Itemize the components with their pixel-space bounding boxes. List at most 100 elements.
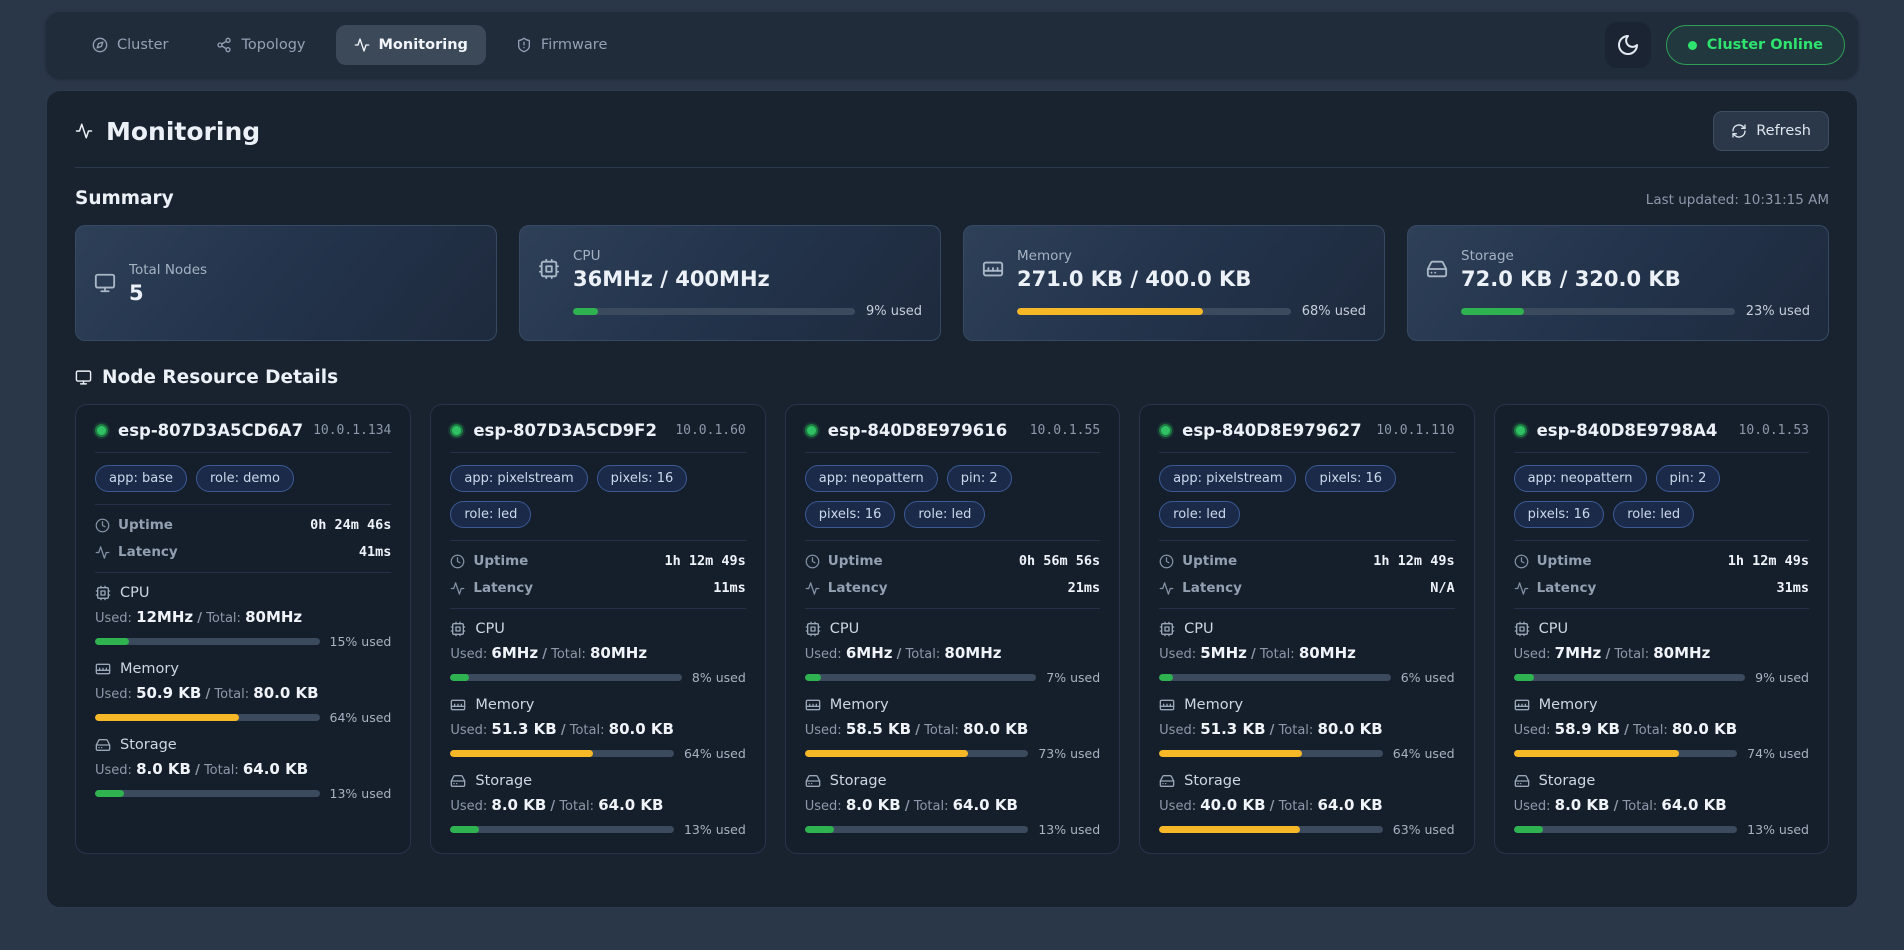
latency-label: Latency — [118, 544, 178, 560]
resource-head: Storage — [805, 773, 1100, 789]
total-value: 64.0 KB — [598, 796, 663, 814]
total-label: Total: — [924, 723, 959, 738]
total-value: 80MHz — [1299, 644, 1356, 662]
activity-icon — [354, 37, 370, 53]
resource-head: Memory — [1514, 697, 1809, 713]
resource-head: Memory — [805, 697, 1100, 713]
summary-card-cpu: CPU36MHz / 400MHz9% used — [519, 225, 941, 341]
summary-card-text: CPU36MHz / 400MHz — [573, 248, 770, 291]
resource-label: Storage — [1539, 773, 1596, 789]
separator: / — [1605, 647, 1610, 662]
total-label: Total: — [570, 723, 605, 738]
nav-right: Cluster Online — [1605, 22, 1845, 68]
used-label: Used: — [1159, 723, 1196, 738]
resource-memory: MemoryUsed: 51.3 KB / Total: 80.0 KB64% … — [450, 697, 745, 761]
clock-icon — [1514, 554, 1529, 569]
resource-values: Used: 51.3 KB / Total: 80.0 KB — [450, 720, 745, 738]
progress-fill — [1514, 750, 1679, 757]
used-label: Used: — [450, 723, 487, 738]
node-card-header: esp-807D3A5CD9F210.0.1.60 — [450, 421, 745, 440]
resource-progress-row: 7% used — [805, 670, 1100, 685]
resource-progress-row: 63% used — [1159, 822, 1454, 837]
separator: / — [1251, 647, 1256, 662]
node-card: esp-840D8E97962710.0.1.110app: pixelstre… — [1139, 404, 1474, 854]
used-label: Used: — [1159, 647, 1196, 662]
memory-icon — [95, 661, 111, 677]
summary-card-label: Storage — [1461, 248, 1681, 264]
divider — [805, 608, 1100, 609]
node-name: esp-840D8E979616 — [828, 421, 1007, 440]
monitor-icon — [94, 272, 116, 294]
separator: / — [1624, 723, 1629, 738]
node-card: esp-840D8E9798A410.0.1.53app: neopattern… — [1494, 404, 1829, 854]
summary-progress-row: 68% used — [982, 304, 1366, 319]
latency-value: 31ms — [1776, 580, 1809, 596]
summary-card-label: Total Nodes — [129, 262, 207, 278]
total-label: Total: — [551, 647, 586, 662]
tab-monitoring[interactable]: Monitoring — [336, 25, 486, 65]
tab-topology[interactable]: Topology — [198, 25, 323, 65]
summary-card-total-nodes: Total Nodes5 — [75, 225, 497, 341]
divider — [1159, 452, 1454, 453]
resource-cpu: CPUUsed: 12MHz / Total: 80MHz15% used — [95, 585, 391, 649]
online-status-dot — [1159, 424, 1172, 437]
node-tags: app: baserole: demo — [95, 465, 391, 492]
resource-head: Memory — [95, 661, 391, 677]
resource-label: Storage — [1184, 773, 1241, 789]
resource-memory: MemoryUsed: 58.9 KB / Total: 80.0 KB74% … — [1514, 697, 1809, 761]
node-card: esp-840D8E97961610.0.1.55app: neopattern… — [785, 404, 1120, 854]
node-name: esp-807D3A5CD6A7 — [118, 421, 303, 440]
cpu-icon — [538, 258, 560, 280]
progress-fill — [450, 826, 479, 833]
percent-used-label: 64% used — [684, 746, 746, 761]
tab-cluster[interactable]: Cluster — [74, 25, 186, 65]
total-value: 80MHz — [245, 608, 302, 626]
divider — [1514, 608, 1809, 609]
node-tag: app: neopattern — [1514, 465, 1647, 492]
total-value: 80MHz — [1653, 644, 1710, 662]
top-nav: Cluster Topology Monitoring Firmware Cluste… — [46, 12, 1858, 78]
summary-card-grid: Total Nodes5CPU36MHz / 400MHz9% usedMemo… — [75, 225, 1829, 341]
progress-bar — [1159, 826, 1383, 833]
used-value: 50.9 KB — [136, 684, 201, 702]
node-card-grid: esp-807D3A5CD6A710.0.1.134app: baserole:… — [75, 404, 1829, 854]
separator: / — [1270, 723, 1275, 738]
divider — [1159, 540, 1454, 541]
resource-label: Storage — [120, 737, 177, 753]
total-value: 64.0 KB — [953, 796, 1018, 814]
tab-label: Cluster — [117, 37, 168, 53]
cluster-compass-icon — [92, 37, 108, 53]
used-value: 58.9 KB — [1555, 720, 1620, 738]
progress-fill — [450, 674, 469, 681]
latency-value: 11ms — [713, 580, 746, 596]
used-label: Used: — [95, 687, 132, 702]
node-tag: role: led — [1159, 501, 1240, 528]
resource-head: Storage — [1159, 773, 1454, 789]
total-label: Total: — [204, 763, 239, 778]
harddrive-icon — [1426, 258, 1448, 280]
theme-toggle-button[interactable] — [1605, 22, 1651, 68]
resource-values: Used: 50.9 KB / Total: 80.0 KB — [95, 684, 391, 702]
summary-card-memory: Memory271.0 KB / 400.0 KB68% used — [963, 225, 1385, 341]
uptime-value: 0h 24m 46s — [310, 517, 391, 533]
tab-label: Topology — [241, 37, 305, 53]
tab-firmware[interactable]: Firmware — [498, 25, 625, 65]
total-label: Total: — [214, 687, 249, 702]
activity-icon — [1159, 581, 1174, 596]
cpu-icon — [450, 621, 466, 637]
summary-section-head: Summary Last updated: 10:31:15 AM — [75, 188, 1829, 209]
page-title-row: Monitoring — [75, 117, 260, 146]
used-value: 8.0 KB — [491, 796, 546, 814]
resource-head: Storage — [1514, 773, 1809, 789]
node-card-header: esp-840D8E97962710.0.1.110 — [1159, 421, 1454, 440]
used-value: 8.0 KB — [846, 796, 901, 814]
separator: / — [550, 799, 555, 814]
summary-card-top: CPU36MHz / 400MHz — [538, 248, 922, 291]
refresh-button[interactable]: Refresh — [1713, 111, 1829, 151]
latency-row: Latency11ms — [450, 580, 745, 596]
divider — [450, 540, 745, 541]
progress-fill — [1017, 308, 1203, 315]
progress-fill — [1514, 826, 1543, 833]
progress-fill — [573, 308, 598, 315]
node-details-heading-label: Node Resource Details — [102, 367, 338, 388]
